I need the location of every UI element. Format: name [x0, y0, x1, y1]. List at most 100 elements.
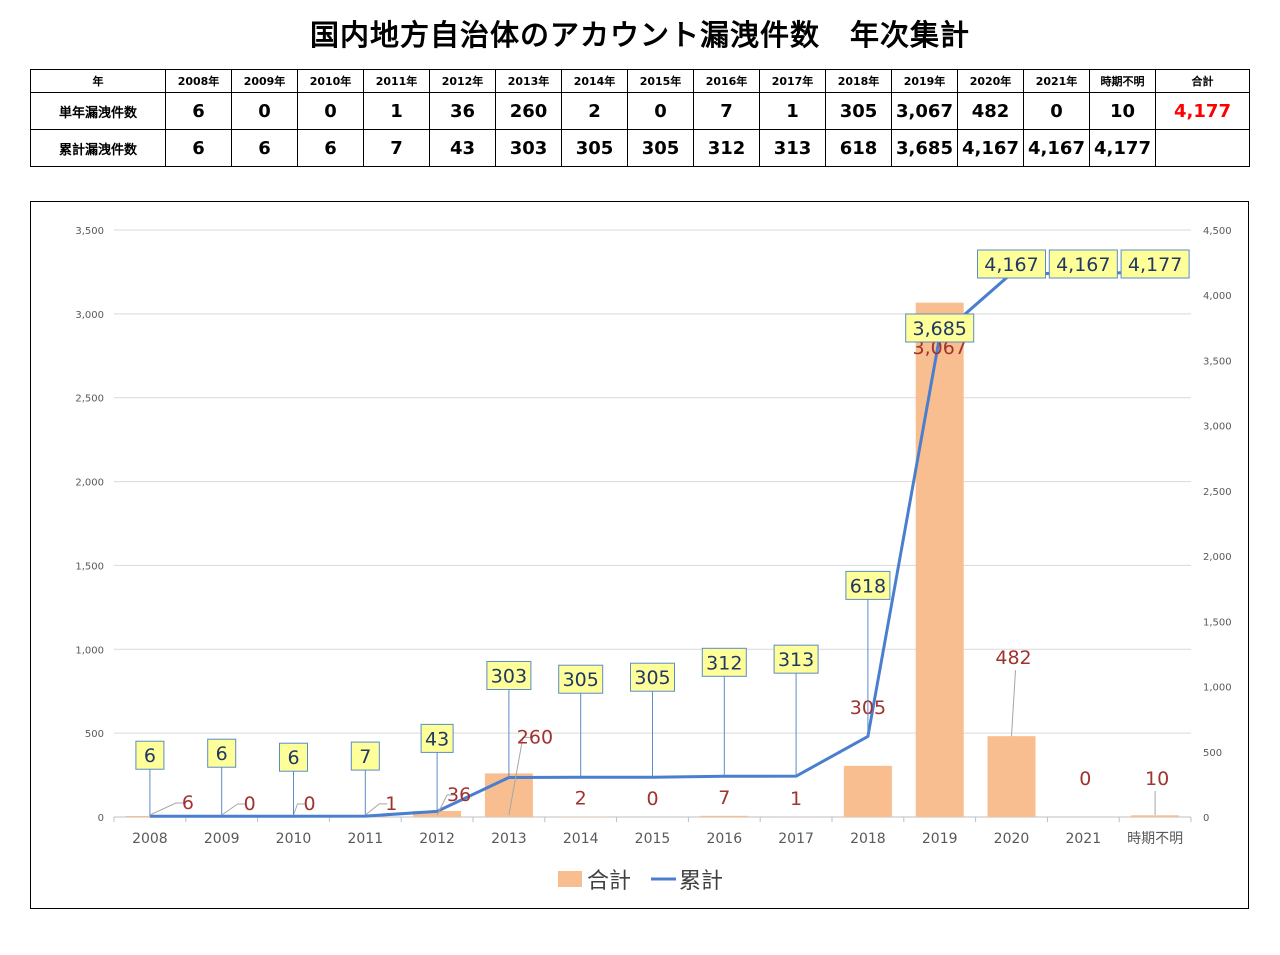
bar-data-label: 2 [575, 788, 587, 810]
bar [484, 773, 533, 817]
table-header-cell: 2009年 [231, 69, 298, 93]
summary-table: 年 2008年 2009年 2010年 2011年 2012年 2013年 2014年 2015… [30, 69, 1250, 167]
line-label-box [701, 647, 747, 677]
chart-area: 0 500 1,000 1,500 2,000 2,500 3,000 3,500 0 500 1,… [30, 201, 1249, 909]
left-axis-tick: 500 [85, 729, 104, 740]
table-cell: 2 [561, 92, 628, 130]
line-label-box [135, 740, 165, 770]
table-cell: 260 [495, 92, 562, 130]
table-cell: 0 [231, 92, 298, 130]
table-header-cell: 2018年 [825, 69, 892, 93]
table-header-cell: 2010年 [297, 69, 364, 93]
x-axis-tick: 2010 [276, 831, 312, 847]
table-cell: 1 [759, 92, 826, 130]
bar-data-label: 1 [385, 793, 397, 815]
right-axis-tick: 2,000 [1203, 552, 1232, 563]
table-cell: 3,067 [891, 92, 958, 130]
right-axis-tick: 1,000 [1203, 683, 1232, 694]
table-cell: 1 [363, 92, 430, 130]
table-header-cell: 2013年 [495, 69, 562, 93]
table-header-cell: 年 [30, 69, 166, 93]
table-cell: 4,167 [957, 129, 1024, 167]
right-axis-tick: 3,000 [1203, 422, 1232, 433]
table-header-cell: 2020年 [957, 69, 1024, 93]
bar-data-label: 260 [517, 726, 553, 748]
table-cell: 6 [231, 129, 298, 167]
line-label-box [279, 742, 308, 772]
left-axis-tick: 1,500 [75, 561, 104, 572]
table-cell: 43 [429, 129, 496, 167]
table-header-cell: 合計 [1155, 69, 1250, 93]
table-cell: 10 [1089, 92, 1156, 130]
left-axis-tick: 3,500 [75, 226, 104, 237]
bar [987, 736, 1036, 817]
table-header-cell: 2014年 [561, 69, 628, 93]
table-cell: 0 [297, 92, 364, 130]
right-axis-tick: 3,500 [1203, 356, 1232, 367]
bar-label-leader [436, 794, 456, 816]
bar-data-label: 482 [995, 647, 1031, 669]
bar-data-label: 0 [1079, 768, 1091, 790]
table-header-cell: 時期不明 [1089, 69, 1156, 93]
combo-chart: 0 500 1,000 1,500 2,000 2,500 3,000 3,500 0 500 1,… [75, 226, 1232, 894]
x-axis-tick: 2012 [419, 831, 455, 847]
bar-data-label: 0 [646, 788, 658, 810]
line-label-box [773, 644, 819, 674]
table-header-cell: 2016年 [693, 69, 760, 93]
bar-data-label: 1 [790, 788, 802, 810]
bar-data-label: 0 [244, 793, 256, 815]
table-header-cell: 2021年 [1023, 69, 1090, 93]
bar-data-label: 6 [182, 792, 194, 814]
table-cell: 618 [825, 129, 892, 167]
line-data-label: 6 [287, 747, 299, 769]
table-cell: 482 [957, 92, 1024, 130]
line-label-box [630, 662, 675, 692]
bar [125, 815, 174, 817]
x-axis-tick: 2018 [850, 831, 886, 847]
x-axis-tick: 2015 [635, 831, 671, 847]
line-label-box [486, 660, 532, 690]
x-axis-tick: 2021 [1065, 831, 1101, 847]
legend-bar-swatch [558, 871, 582, 887]
table-header-cell: 2019年 [891, 69, 958, 93]
x-axis-tick: 2019 [922, 831, 958, 847]
line-data-label: 618 [850, 575, 886, 597]
table-header-cell: 2011年 [363, 69, 430, 93]
line-data-label: 305 [634, 667, 670, 689]
line-data-label: 6 [216, 743, 228, 765]
x-axis-tick: 2009 [204, 831, 240, 847]
left-axis-tick: 3,000 [75, 310, 104, 321]
left-axis-tick: 0 [98, 813, 104, 824]
x-axis-tick: 2013 [491, 831, 527, 847]
table-cell: 36 [429, 92, 496, 130]
left-axis-tick: 1,000 [75, 645, 104, 656]
table-header-cell: 2015年 [627, 69, 694, 93]
line-label-box [977, 249, 1046, 279]
line-label-box [420, 723, 454, 753]
bar-label-leader [364, 803, 388, 816]
left-axis-tick: 2,500 [75, 394, 104, 405]
table-cell: 305 [627, 129, 694, 167]
line-label-box [1120, 249, 1190, 279]
line-data-label: 4,167 [984, 254, 1038, 276]
bar-data-label: 0 [303, 793, 315, 815]
table-cell: 305 [825, 92, 892, 130]
bar-label-leader [1011, 670, 1016, 737]
x-axis-tick: 2011 [347, 831, 383, 847]
table-cell: 4,177 [1089, 129, 1156, 167]
table-total-cell [1155, 129, 1250, 167]
bar [1131, 815, 1180, 817]
bar-label-leader [149, 802, 184, 816]
table-cell: 4,167 [1023, 129, 1090, 167]
table-cell: 7 [363, 129, 430, 167]
line-data-label: 303 [491, 665, 527, 687]
x-axis-tick: 2008 [132, 831, 168, 847]
table-row: 累計漏洩件数 6 6 6 7 43 303 305 305 312 313 618 3,685 4,167… [30, 129, 1250, 167]
table-total-cell: 4,177 [1155, 92, 1250, 130]
line-label-box [1048, 249, 1118, 279]
table-header-cell: 2017年 [759, 69, 826, 93]
table-header-cell: 2008年 [165, 69, 232, 93]
line-data-label: 6 [144, 745, 156, 767]
bar-label-leader [508, 736, 531, 816]
bar-data-label: 10 [1145, 768, 1169, 790]
